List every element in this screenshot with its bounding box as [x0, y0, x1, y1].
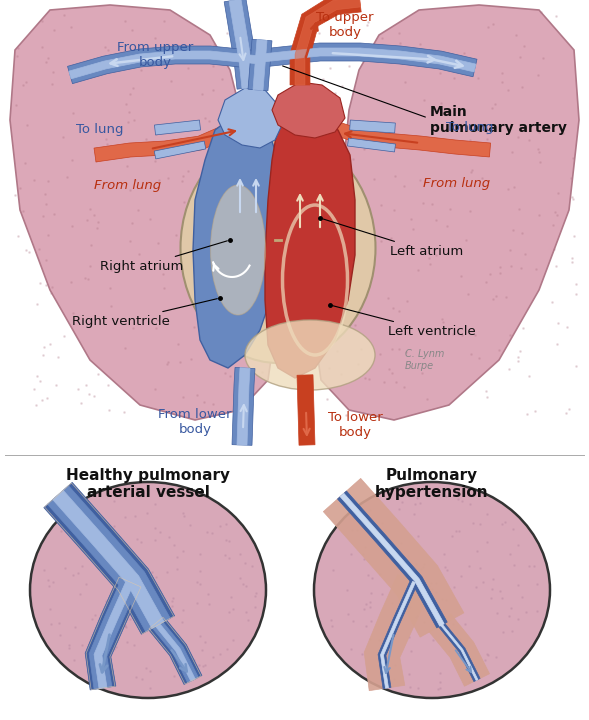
Polygon shape	[297, 375, 315, 445]
Polygon shape	[253, 40, 267, 91]
Polygon shape	[337, 491, 447, 628]
Polygon shape	[380, 581, 415, 688]
Text: From upper
body: From upper body	[117, 41, 193, 69]
Text: Left atrium: Left atrium	[323, 219, 464, 258]
Polygon shape	[48, 486, 170, 631]
Polygon shape	[94, 108, 277, 162]
Text: Healthy pulmonary
arterial vessel: Healthy pulmonary arterial vessel	[66, 468, 230, 500]
Text: Right ventricle: Right ventricle	[72, 299, 217, 328]
Polygon shape	[94, 580, 134, 688]
Polygon shape	[265, 115, 355, 378]
Polygon shape	[248, 39, 272, 91]
Polygon shape	[323, 478, 464, 637]
Polygon shape	[154, 621, 195, 681]
Text: Main
pulmonary artery: Main pulmonary artery	[430, 105, 567, 135]
Polygon shape	[378, 580, 418, 688]
Polygon shape	[290, 0, 361, 85]
Ellipse shape	[210, 185, 266, 315]
Polygon shape	[340, 493, 444, 626]
Polygon shape	[154, 120, 200, 135]
Polygon shape	[272, 82, 345, 138]
Polygon shape	[237, 368, 250, 445]
Polygon shape	[89, 578, 138, 689]
Polygon shape	[350, 120, 395, 133]
Polygon shape	[85, 577, 142, 690]
Polygon shape	[224, 0, 259, 89]
Polygon shape	[261, 43, 477, 77]
Text: To lower
body: To lower body	[327, 411, 382, 439]
Polygon shape	[364, 575, 431, 690]
Text: From lung: From lung	[94, 179, 161, 192]
Polygon shape	[148, 617, 202, 685]
Text: Pulmonary
hypertension: Pulmonary hypertension	[375, 468, 489, 500]
Polygon shape	[229, 0, 254, 89]
Polygon shape	[439, 622, 478, 680]
Polygon shape	[437, 621, 480, 682]
Ellipse shape	[314, 482, 550, 698]
Polygon shape	[262, 48, 476, 72]
Polygon shape	[53, 490, 164, 629]
Ellipse shape	[30, 482, 266, 698]
Polygon shape	[429, 614, 489, 686]
Ellipse shape	[245, 320, 375, 390]
Text: To lung: To lung	[446, 122, 494, 135]
Polygon shape	[232, 367, 255, 446]
Text: To lung: To lung	[76, 124, 124, 137]
Polygon shape	[68, 46, 261, 84]
Polygon shape	[44, 482, 174, 634]
Polygon shape	[154, 141, 206, 159]
Polygon shape	[151, 619, 198, 683]
Polygon shape	[295, 0, 360, 85]
Text: To upper
body: To upper body	[316, 11, 374, 39]
Text: From lung: From lung	[423, 176, 491, 189]
Polygon shape	[314, 5, 579, 420]
Text: C. Lynm
Burpe: C. Lynm Burpe	[405, 349, 444, 371]
Polygon shape	[69, 51, 260, 79]
Text: From lower
body: From lower body	[158, 408, 231, 436]
Polygon shape	[10, 5, 275, 420]
Text: Right atrium: Right atrium	[100, 240, 227, 273]
Polygon shape	[193, 115, 278, 368]
Text: Left ventricle: Left ventricle	[333, 306, 476, 338]
Polygon shape	[218, 88, 282, 148]
Ellipse shape	[180, 133, 376, 363]
Polygon shape	[348, 138, 395, 152]
Polygon shape	[308, 113, 491, 157]
